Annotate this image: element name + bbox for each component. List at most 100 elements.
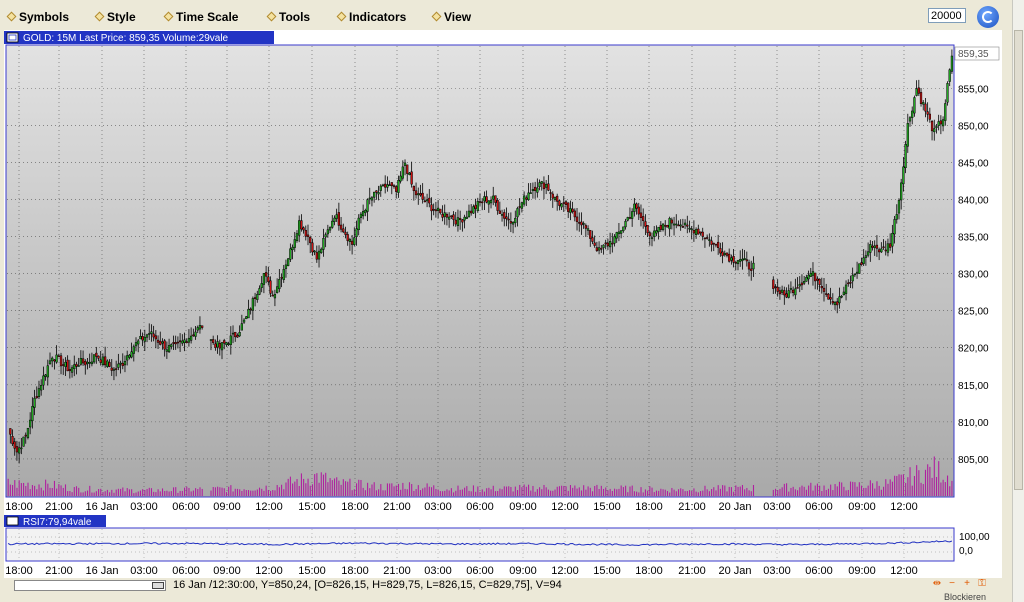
- candle-body: [606, 242, 610, 247]
- volume-bar: [499, 488, 501, 496]
- volume-bar: [371, 484, 373, 496]
- candle-body: [425, 199, 429, 202]
- fit-arrows-icon[interactable]: ⇹: [932, 578, 942, 589]
- price-chart[interactable]: GOLD: 15M Last Price: 859,35 Volume:29va…: [4, 30, 1002, 514]
- time-tick-label: 21:00: [678, 501, 706, 513]
- time-tick-label: 21:00: [383, 501, 411, 513]
- volume-bar: [865, 487, 867, 496]
- menu-view[interactable]: View: [431, 10, 471, 24]
- candle-body: [295, 233, 299, 241]
- candle-body: [264, 272, 268, 277]
- candle-body: [287, 258, 290, 266]
- lock-icon[interactable]: ⚿: [978, 578, 986, 589]
- rsi-time-tick-label: 06:00: [466, 565, 494, 577]
- candle-body: [134, 342, 138, 347]
- horizontal-scroll-thumb[interactable]: [152, 582, 164, 589]
- volume-bar: [367, 482, 369, 496]
- volume-bar: [671, 487, 673, 496]
- time-tick-label: 18:00: [341, 501, 369, 513]
- volume-bar: [109, 492, 111, 496]
- volume-bar: [569, 485, 572, 496]
- price-tick-label: 830,00: [958, 270, 989, 281]
- menu-time-scale[interactable]: Time Scale: [163, 10, 238, 24]
- candle-body: [728, 253, 731, 262]
- bars-count-input[interactable]: [928, 8, 966, 23]
- candle-body: [659, 224, 662, 230]
- volume-bar: [565, 486, 567, 496]
- price-chart-panel[interactable]: GOLD: 15M Last Price: 859,35 Volume:29va…: [4, 30, 1002, 514]
- volume-bar: [576, 488, 578, 496]
- candle-body: [520, 202, 524, 209]
- zoom-out-icon[interactable]: −: [949, 578, 955, 589]
- menu-indicators[interactable]: Indicators: [336, 10, 406, 24]
- volume-bar: [384, 490, 386, 496]
- rsi-panel-icon[interactable]: [6, 516, 19, 526]
- volume-bar: [362, 487, 364, 496]
- volume-bar: [252, 490, 254, 496]
- panel-icon[interactable]: [6, 32, 19, 43]
- scrollbar-thumb[interactable]: [1014, 30, 1023, 490]
- candle-body: [406, 164, 409, 174]
- volume-bar: [358, 479, 360, 496]
- volume-bar: [433, 485, 435, 496]
- candle-body: [364, 210, 367, 214]
- candle-body: [346, 234, 349, 241]
- rsi-time-tick-label: 21:00: [678, 565, 706, 577]
- time-tick-label: 09:00: [848, 501, 876, 513]
- horizontal-scrollbar[interactable]: [14, 580, 166, 591]
- menu-style[interactable]: Style: [94, 10, 136, 24]
- volume-bar: [232, 491, 234, 496]
- menu-diamond-icon: [266, 11, 277, 22]
- menu-label: Symbols: [19, 10, 70, 24]
- candle-body: [37, 388, 41, 398]
- volume-bar: [609, 488, 611, 496]
- volume-bar: [486, 488, 488, 496]
- volume-bar: [89, 485, 91, 496]
- volume-bar: [71, 492, 73, 496]
- volume-bar: [534, 491, 536, 496]
- candle-body: [220, 342, 224, 351]
- volume-bar: [704, 485, 706, 496]
- candle-body: [441, 214, 444, 218]
- volume-bar: [155, 492, 157, 496]
- volume-bar: [790, 487, 792, 496]
- volume-bar: [797, 490, 799, 496]
- volume-bar: [340, 484, 342, 496]
- candle-body: [736, 260, 740, 265]
- rsi-chart-panel[interactable]: RSI7:79,94vale 100,00 0,0 18:00 21:00 16 J…: [4, 514, 1002, 578]
- rsi-plot-area[interactable]: [5, 527, 955, 562]
- menu-symbols[interactable]: Symbols: [6, 10, 70, 24]
- candle-body: [631, 211, 634, 219]
- candle-body: [123, 361, 127, 366]
- volume-bar: [737, 486, 739, 496]
- volume-bar: [620, 485, 622, 496]
- rsi-chart[interactable]: RSI7:79,94vale 100,00 0,0 18:00 21:00 16 J…: [4, 514, 1002, 578]
- volume-bar: [287, 478, 289, 496]
- refresh-icon[interactable]: [977, 6, 999, 28]
- candle-body: [569, 208, 572, 213]
- time-tick-label: 03:00: [130, 501, 158, 513]
- volume-bar: [378, 489, 380, 496]
- candle-body: [53, 359, 56, 362]
- zoom-in-icon[interactable]: +: [964, 578, 970, 589]
- rsi-time-tick-label: 12:00: [551, 565, 579, 577]
- candle-body: [189, 335, 193, 341]
- volume-bar: [184, 487, 186, 496]
- candle-body: [668, 217, 671, 230]
- candle-body: [121, 362, 124, 367]
- candle-body: [141, 336, 144, 341]
- candle-body: [917, 87, 920, 94]
- menu-tools[interactable]: Tools: [266, 10, 310, 24]
- candle-body: [617, 231, 621, 235]
- candle-body: [893, 219, 896, 235]
- candle-body: [447, 216, 451, 220]
- candle-body: [690, 228, 693, 231]
- candle-body: [452, 214, 455, 220]
- volume-bar: [823, 485, 825, 496]
- volume-bar: [159, 491, 161, 496]
- candle-body: [847, 282, 850, 285]
- candle-body: [242, 319, 246, 323]
- vertical-scrollbar[interactable]: [1012, 0, 1024, 602]
- candle-body: [381, 184, 385, 187]
- candle-body: [90, 361, 94, 365]
